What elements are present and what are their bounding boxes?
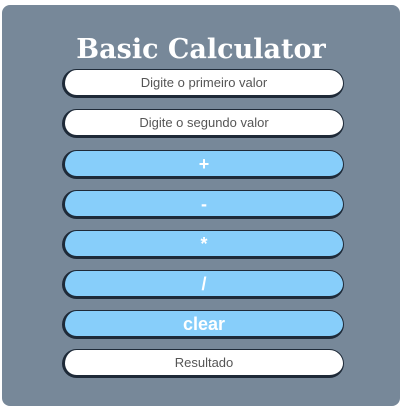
add-button[interactable]: + xyxy=(62,150,344,179)
divide-button[interactable]: / xyxy=(62,270,344,299)
subtract-button[interactable]: - xyxy=(62,190,344,219)
calculator-card: Basic Calculator + - * / clear Resultado xyxy=(2,5,400,406)
result-display: Resultado xyxy=(62,349,344,378)
clear-button[interactable]: clear xyxy=(62,310,344,339)
second-value-input[interactable] xyxy=(62,109,344,138)
multiply-button[interactable]: * xyxy=(62,230,344,259)
calculator-title: Basic Calculator xyxy=(76,34,326,65)
first-value-input[interactable] xyxy=(62,69,344,98)
